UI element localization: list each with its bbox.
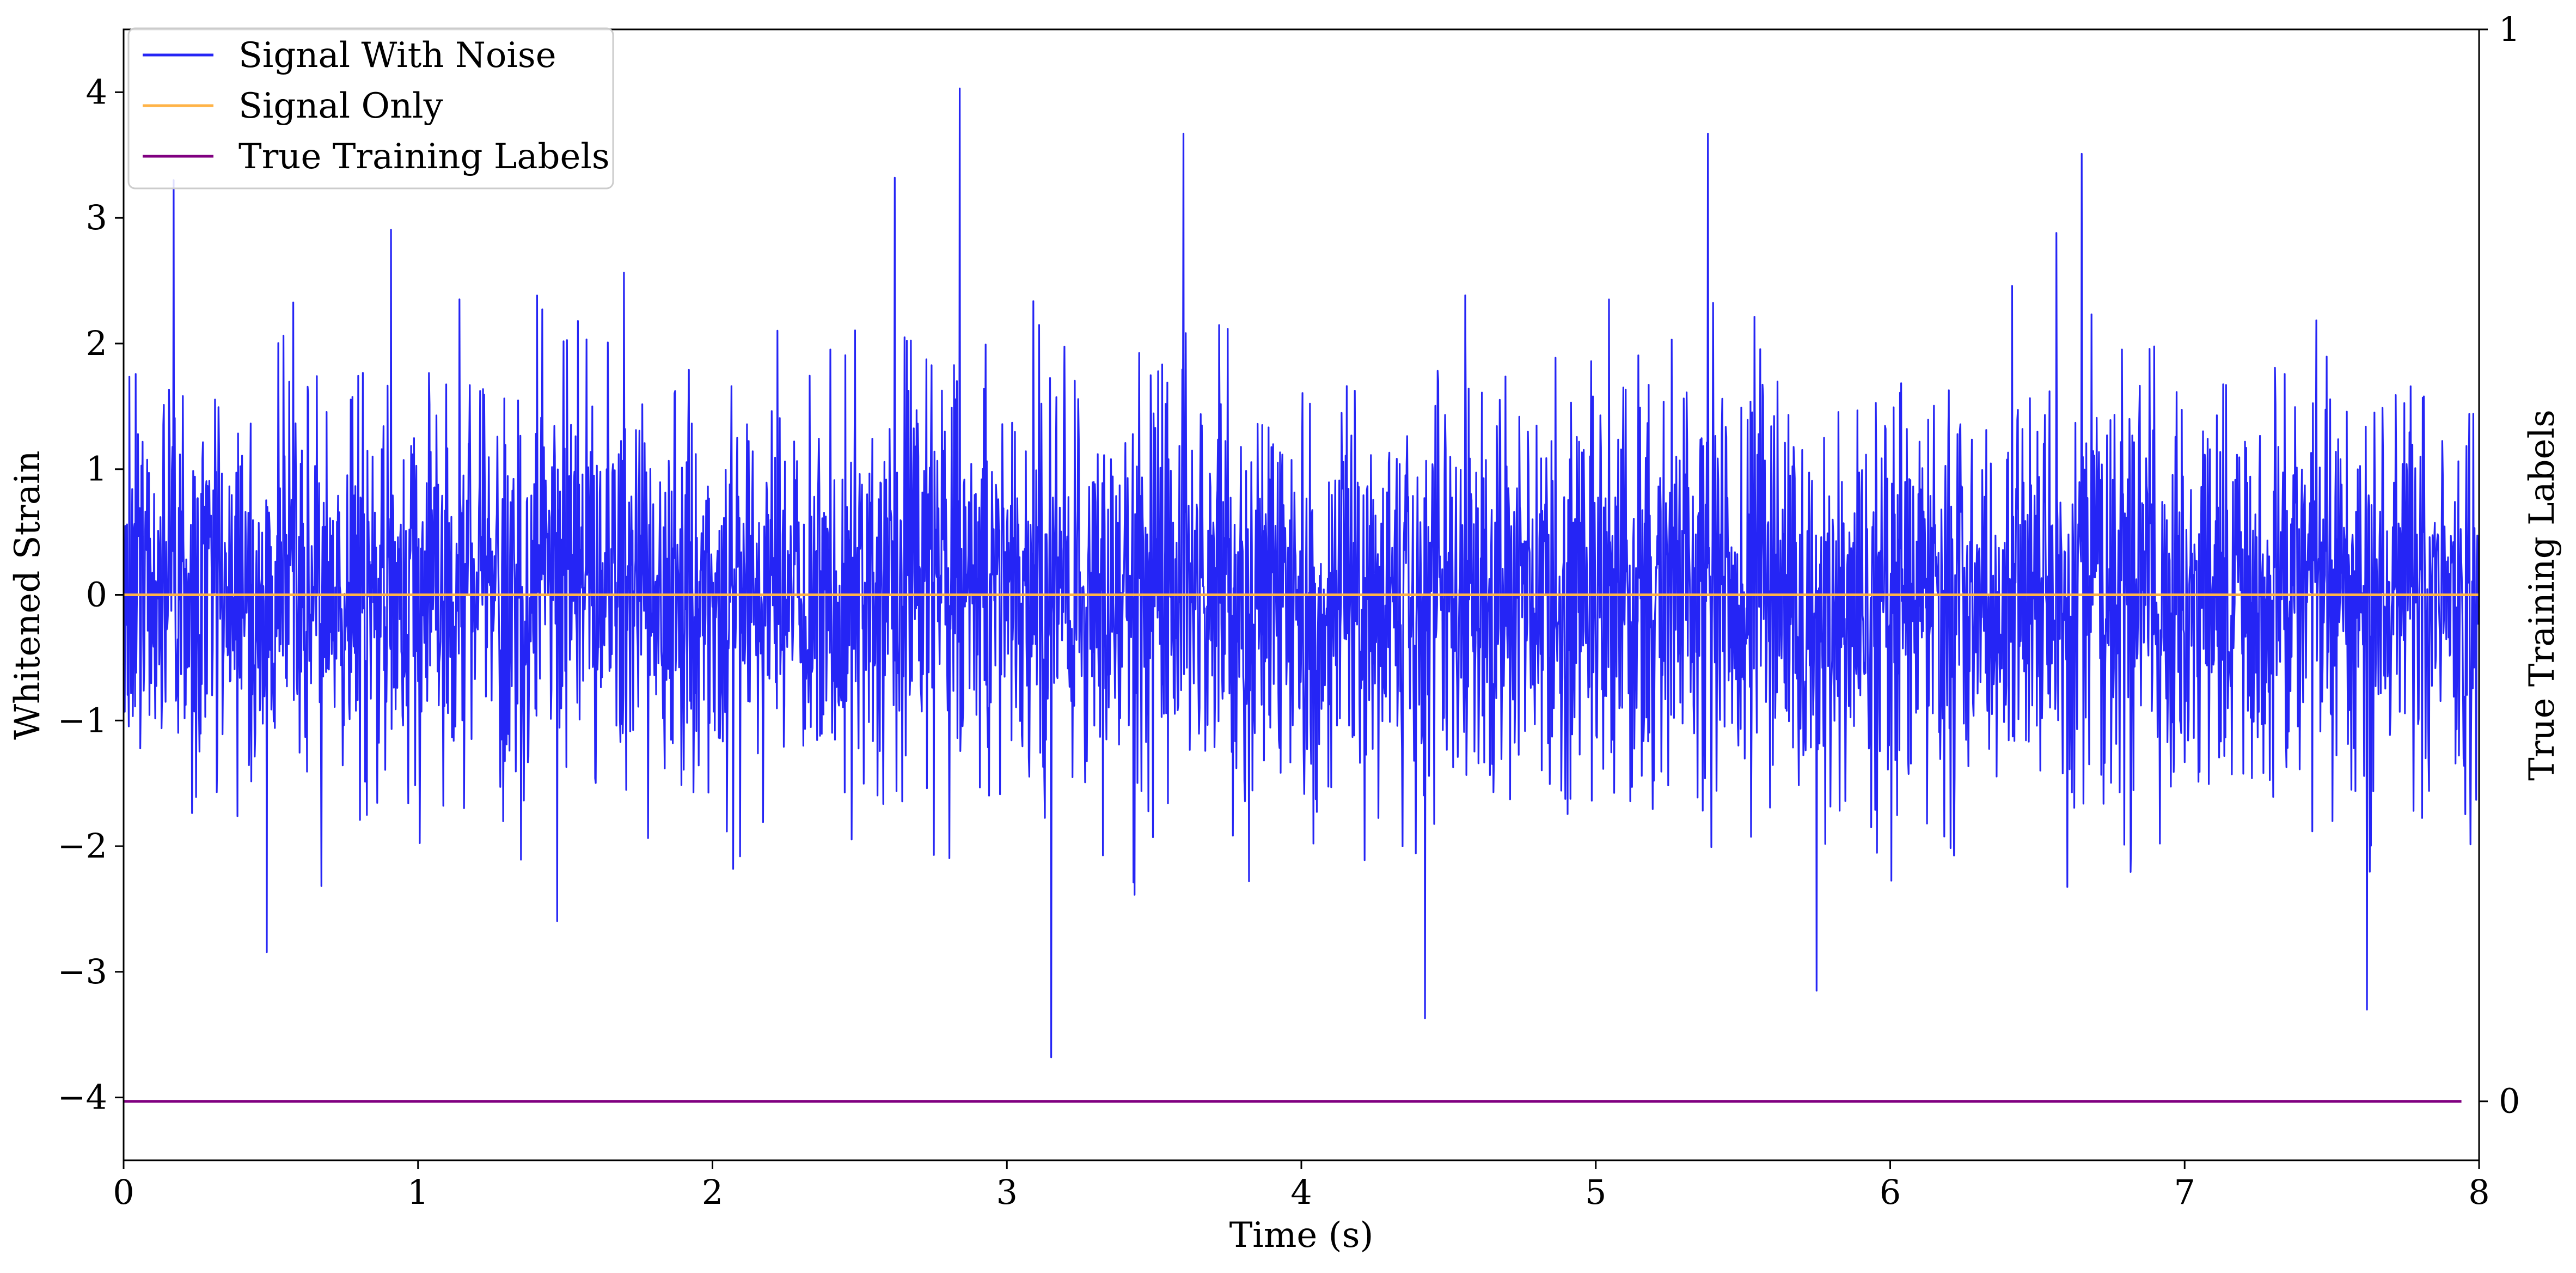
plot-area (123, 87, 2480, 1103)
series-line-signal-with-noise (123, 87, 2480, 1058)
x-tick-label: 7 (2174, 1172, 2195, 1212)
y-tick-label: 3 (86, 198, 107, 237)
legend-label-signal-with-noise: Signal With Noise (238, 35, 556, 76)
x-tick-label: 2 (702, 1172, 723, 1212)
y-tick-label: −2 (58, 826, 107, 866)
x-tick-label: 5 (1585, 1172, 1606, 1212)
legend: Signal With Noise Signal Only True Train… (127, 27, 614, 189)
y2-tick-label: 0 (2499, 1081, 2520, 1121)
y-tick-label: −3 (58, 952, 107, 992)
y-tick-label: −4 (58, 1078, 107, 1117)
x-tick-label: 0 (113, 1172, 134, 1212)
y-tick-label: 1 (86, 449, 107, 489)
x-tick-label: 8 (2468, 1172, 2489, 1212)
x-tick-label: 3 (996, 1172, 1018, 1212)
y2-axis-label: True Training Labels (2522, 409, 2562, 781)
x-tick-label: 6 (1880, 1172, 1901, 1212)
x-tick-label: 1 (407, 1172, 429, 1212)
y-tick-label: 2 (86, 323, 107, 363)
legend-label-true-training-labels: True Training Labels (238, 137, 610, 177)
y-tick-label: 4 (86, 72, 107, 112)
y-axis-right: 01 (2479, 9, 2520, 1121)
legend-label-signal-only: Signal Only (238, 86, 443, 126)
y-tick-label: 0 (86, 575, 107, 615)
y-tick-label: −1 (58, 700, 107, 740)
x-axis: 0 1 2 3 4 5 6 7 8 (113, 1160, 2490, 1212)
x-axis-label: Time (s) (1229, 1215, 1374, 1256)
legend-box (127, 27, 614, 189)
y2-tick-label: 1 (2499, 9, 2520, 49)
y-axis-label: Whitened Strain (8, 450, 48, 739)
y-axis-left: −4 −3 −2 −1 0 1 2 3 4 (58, 72, 124, 1117)
x-tick-label: 4 (1290, 1172, 1312, 1212)
